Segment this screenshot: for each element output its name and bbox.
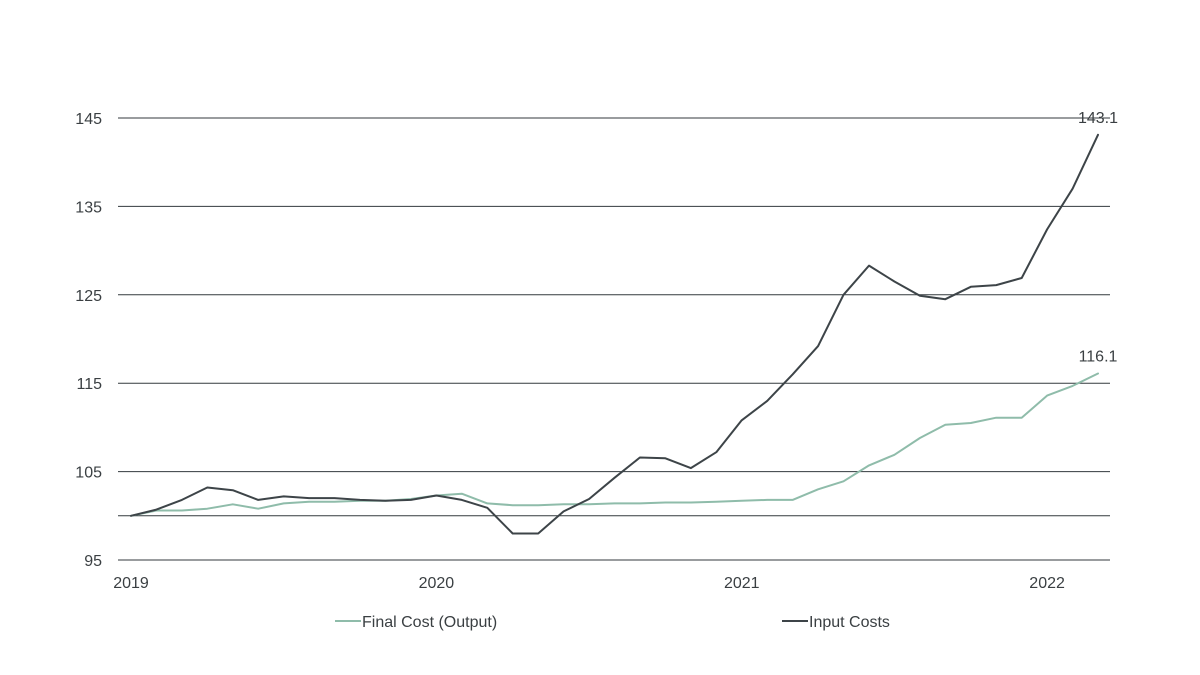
- y-tick-label-145: 145: [75, 111, 102, 128]
- legend-label-final-cost-output: Final Cost (Output): [362, 614, 497, 631]
- y-tick-label-95: 95: [84, 553, 102, 570]
- data-labels: 143.1 116.1: [1078, 110, 1118, 366]
- y-tick-label-115: 115: [76, 376, 102, 393]
- series-lines: [130, 133, 1099, 535]
- y-tick-label-105: 105: [75, 465, 102, 482]
- data-label-input-costs: 143.1: [1078, 110, 1118, 127]
- y-tick-label-125: 125: [75, 288, 102, 305]
- legend: Final Cost (Output) Input Costs: [335, 614, 890, 631]
- series-line-final-cost-output: [130, 372, 1099, 517]
- x-tick-label-2019: 2019: [113, 575, 149, 592]
- x-axis-ticks: 2019 2020 2021 2022: [113, 575, 1065, 592]
- x-tick-label-2021: 2021: [724, 575, 760, 592]
- x-tick-label-2020: 2020: [419, 575, 455, 592]
- gridlines: [118, 117, 1110, 561]
- series-line-input-costs: [130, 133, 1099, 535]
- x-tick-label-2022: 2022: [1029, 575, 1065, 592]
- legend-label-input-costs: Input Costs: [809, 614, 890, 631]
- y-tick-label-135: 135: [75, 199, 102, 216]
- y-axis-ticks: 95 105 115 125 135 145: [75, 111, 102, 570]
- data-label-final-cost-output: 116.1: [1079, 348, 1118, 365]
